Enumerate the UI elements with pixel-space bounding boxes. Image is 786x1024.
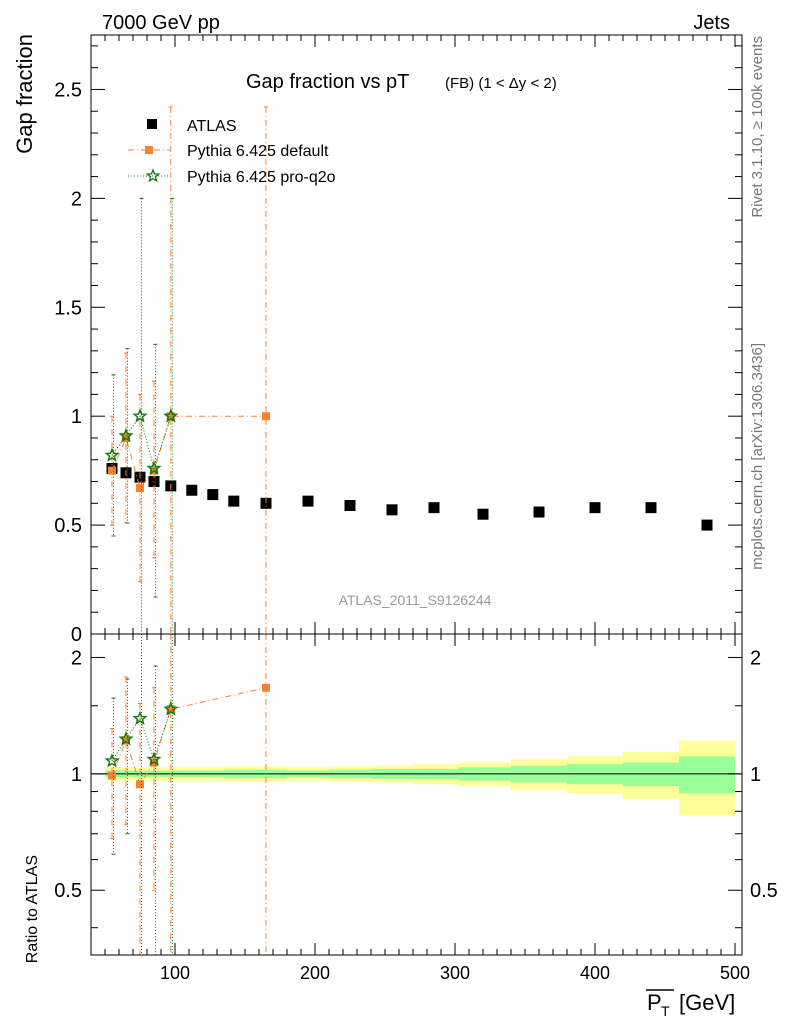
y-tick-label: 2 — [71, 188, 82, 210]
legend-item-pythia-pro-q2o: Pythia 6.425 pro-q2o — [128, 168, 336, 186]
pythia-pro-q2o-point — [118, 427, 134, 443]
ratio-pythia-default-point — [262, 683, 270, 692]
y-tick-label: 2.5 — [54, 79, 82, 101]
legend-item-pythia-default: Pythia 6.425 default — [128, 143, 329, 160]
series-line — [111, 415, 266, 490]
title-main: Gap fraction vs pT — [246, 71, 409, 93]
x-axis-label: P T [GeV] — [646, 989, 735, 1019]
pythia-pro-q2o-point — [104, 447, 120, 462]
ratio-pythia-pro-q2o-point — [132, 710, 148, 725]
atlas-point — [428, 502, 440, 514]
pythia-pro-q2o-point — [163, 408, 179, 423]
y-tick-label: 0.5 — [54, 515, 82, 537]
ratio-tick-label-right: 0.5 — [750, 880, 778, 902]
atlas-point — [302, 495, 314, 507]
svg-text:P: P — [647, 990, 662, 1015]
pythia-default-point — [108, 466, 116, 475]
pythia-pro-q2o-point — [146, 460, 162, 475]
rivet-version-label: Rivet 3.1.10, ≥ 100k events — [749, 36, 766, 218]
ratio-tick-label: 0.5 — [54, 880, 82, 902]
legend: ATLAS Pythia 6.425 default Pythia 6.425 … — [128, 118, 336, 186]
atlas-point — [186, 484, 198, 496]
pythia-pro-q2o-point — [132, 408, 148, 423]
legend-label-pythia-pro-q2o: Pythia 6.425 pro-q2o — [187, 169, 336, 186]
x-tick-label: 200 — [300, 963, 330, 983]
pythia-default-point — [166, 412, 175, 421]
atlas-point — [701, 519, 713, 531]
atlas-point — [386, 504, 398, 516]
atlas-point — [207, 489, 219, 501]
ratio-series-line — [111, 709, 172, 762]
legend-label-pythia-default: Pythia 6.425 default — [187, 143, 329, 160]
ratio-band-inner — [679, 756, 735, 794]
y-tick-label: 1 — [71, 406, 82, 428]
ratio-series-line — [111, 687, 267, 786]
analysis-watermark: ATLAS_2011_S9126244 — [339, 592, 492, 608]
series-line — [111, 415, 172, 471]
header-right: Jets — [693, 12, 730, 34]
plot-frames — [90, 34, 743, 956]
x-tick-label: 500 — [720, 963, 750, 983]
pythia-default-point — [262, 412, 270, 421]
ratio-pythia-default-point — [136, 780, 144, 789]
axis-ticks: 100 200 300 400 500 0.5 1 1.5 2 2.5 0 0.5 0.5 1 1 2 2 — [54, 35, 778, 983]
ratio-pythia-pro-q2o-point — [146, 751, 162, 766]
chart-title: Gap fraction vs pT (FB) (1 < Δy < 2) — [246, 71, 557, 93]
pythia-default-point — [136, 484, 144, 493]
y-tick-label: 1.5 — [54, 297, 82, 319]
y-tick-label-zero: 0 — [71, 624, 82, 646]
atlas-point — [228, 495, 240, 507]
atlas-point — [344, 499, 356, 511]
ratio-pythia-pro-q2o-point — [163, 701, 179, 716]
legend-item-atlas: ATLAS — [147, 118, 237, 135]
header-left: 7000 GeV pp — [102, 12, 220, 34]
ratio-pythia-default-point — [122, 736, 130, 745]
legend-marker-atlas — [147, 119, 157, 129]
series-layer — [104, 106, 713, 955]
legend-marker-pythia-default — [145, 146, 153, 154]
atlas-point — [477, 508, 489, 520]
atlas-point — [260, 497, 272, 509]
ratio-tick-label: 1 — [71, 764, 82, 786]
ratio-plot-frame — [90, 633, 743, 956]
atlas-point — [533, 506, 545, 518]
legend-marker-pythia-pro-q2o — [145, 168, 161, 183]
ratio-uncertainty-band — [91, 740, 742, 816]
atlas-point — [589, 502, 601, 514]
mcplots-label: mcplots.cern.ch [arXiv:1306.3436] — [749, 343, 766, 570]
ratio-pythia-pro-q2o-point — [104, 753, 120, 768]
svg-text:[GeV]: [GeV] — [679, 990, 735, 1015]
x-tick-label: 400 — [580, 963, 610, 983]
ratio-pythia-default-point — [108, 771, 116, 780]
ratio-pythia-pro-q2o-point — [118, 731, 134, 746]
svg-text:T: T — [661, 1003, 670, 1019]
ratio-y-axis-label: Ratio to ATLAS — [24, 855, 41, 963]
ratio-tick-label-right: 1 — [750, 764, 761, 786]
x-tick-label: 100 — [160, 963, 190, 983]
atlas-point — [645, 502, 657, 514]
title-sub: (FB) (1 < Δy < 2) — [445, 75, 557, 92]
y-axis-label: Gap fraction — [12, 34, 37, 154]
ratio-tick-label: 2 — [71, 647, 82, 669]
ratio-pythia-default-point — [166, 705, 175, 714]
legend-label-atlas: ATLAS — [187, 118, 237, 135]
x-tick-label: 300 — [440, 963, 470, 983]
ratio-tick-label-right: 2 — [750, 647, 761, 669]
